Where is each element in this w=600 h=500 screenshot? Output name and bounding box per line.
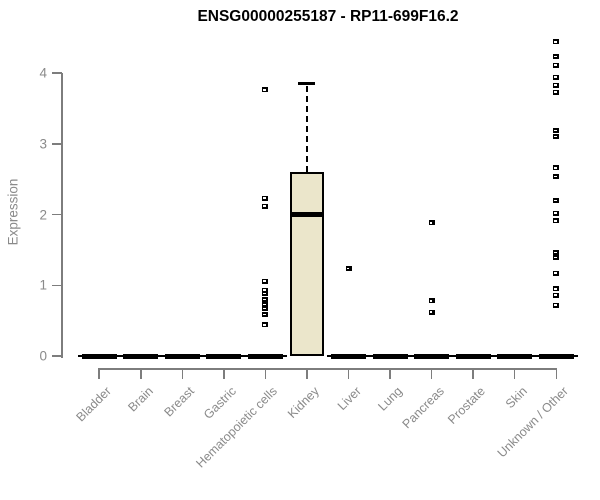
x-axis-tick [347, 368, 350, 379]
outlier-point [553, 286, 560, 292]
x-axis-tick [555, 368, 557, 379]
x-axis-tick [389, 368, 391, 379]
y-tick-label: 4 [39, 65, 47, 81]
x-axis-tick [430, 368, 433, 379]
flat-box-bar-9 [455, 353, 491, 359]
flat-box-bar-0 [81, 353, 117, 359]
y-tick-label: 2 [39, 207, 47, 222]
outlier-point [262, 306, 269, 312]
y-tick-label: 0 [39, 348, 47, 364]
chart-title: ENSG00000255187 - RP11-699F16.2 [197, 8, 459, 25]
box-5 [289, 172, 324, 356]
outlier-point [553, 127, 560, 133]
flat-box-bar-4 [247, 353, 283, 359]
y-axis-tick [52, 72, 62, 74]
upper-whisker-cap-5 [298, 82, 316, 85]
outlier-point [553, 270, 560, 276]
y-axis-tick [52, 213, 62, 216]
outlier-point [262, 87, 269, 93]
upper-whisker-5 [305, 85, 308, 173]
x-axis-tick [140, 368, 142, 379]
outlier-point [553, 62, 560, 68]
flat-box-bar-7 [372, 353, 408, 359]
outlier-point [553, 54, 560, 60]
x-axis-tick [264, 368, 267, 379]
y-tick-label: 3 [39, 136, 47, 152]
outlier-point [262, 291, 269, 297]
flat-box-bar-2 [164, 353, 200, 359]
outlier-point [428, 309, 435, 315]
flat-box-bar-10 [497, 353, 533, 359]
flat-box-bar-11 [538, 353, 574, 359]
outlier-point [262, 203, 269, 209]
outlier-point [262, 287, 269, 293]
outlier-point [262, 195, 269, 201]
outlier-point [553, 134, 560, 140]
outlier-point [553, 250, 560, 256]
outlier-point [262, 322, 269, 328]
outlier-point [553, 292, 560, 298]
y-axis-tick [52, 143, 62, 145]
x-axis-tick [181, 368, 184, 379]
outlier-point [553, 74, 560, 80]
outlier-point [553, 173, 560, 179]
outlier-point [428, 220, 435, 226]
x-axis-tick [223, 368, 225, 379]
y-tick-label: 1 [39, 277, 47, 293]
outlier-point [262, 278, 269, 284]
outlier-point [262, 301, 269, 307]
flat-box-bar-8 [414, 353, 450, 359]
outlier-point [428, 298, 435, 304]
median-5 [289, 212, 324, 217]
x-axis-tick [306, 368, 308, 379]
outlier-point [262, 296, 269, 302]
x-axis-tick [472, 368, 474, 379]
x-category-label: Unknown / Other [494, 384, 572, 461]
y-axis-tick [52, 355, 62, 357]
flat-box-bar-6 [331, 353, 366, 359]
outlier-point [345, 265, 352, 271]
outlier-point [553, 197, 560, 203]
outlier-point [553, 89, 560, 95]
outlier-point [553, 255, 560, 261]
outlier-point [262, 311, 269, 317]
x-axis-line [98, 368, 558, 370]
outlier-point [553, 210, 560, 216]
y-axis-tick [52, 284, 62, 286]
x-axis-tick [513, 368, 516, 379]
outlier-point [553, 165, 560, 171]
outlier-point [553, 39, 560, 45]
x-axis-tick [98, 368, 100, 379]
flat-box-bar-1 [123, 353, 159, 359]
flat-box-bar-3 [206, 353, 242, 359]
outlier-point [553, 302, 560, 308]
outlier-point [553, 82, 560, 88]
outlier-point [553, 218, 560, 224]
